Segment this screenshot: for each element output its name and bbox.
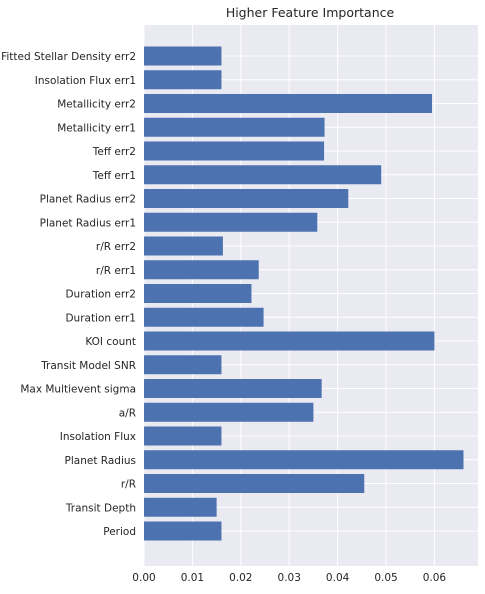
x-tick-label: 0.04	[326, 572, 350, 584]
bar	[144, 450, 464, 470]
x-tick-label: 0.05	[374, 572, 397, 584]
y-tick-label: Transit Depth	[65, 502, 136, 514]
y-tick-label: Fitted Stellar Density err2	[1, 51, 136, 63]
bar	[144, 70, 222, 90]
bar	[144, 355, 222, 375]
x-tick-label: 0.02	[229, 572, 252, 584]
y-tick-label: Period	[103, 526, 136, 538]
y-tick-label: Planet Radius	[65, 455, 136, 467]
bar	[144, 307, 264, 327]
y-tick-label: Transit Model SNR	[40, 360, 136, 372]
bar	[144, 284, 252, 303]
y-tick-label: Teff err1	[92, 170, 136, 182]
bar	[144, 94, 433, 113]
y-tick-label: Insolation Flux err1	[35, 75, 136, 87]
y-tick-label: r/R	[121, 479, 136, 491]
bars	[144, 46, 464, 541]
bar	[144, 189, 349, 208]
y-tick-label: Planet Radius err2	[40, 194, 136, 206]
y-tick-label: r/R err1	[96, 265, 136, 277]
bar	[144, 260, 259, 280]
y-tick-label: Duration err1	[65, 312, 136, 324]
y-tick-label: Planet Radius err1	[40, 217, 136, 229]
y-tick-label: Max Multievent sigma	[20, 384, 136, 396]
y-tick-label: KOI count	[85, 336, 136, 348]
x-tick-label: 0.03	[278, 572, 301, 584]
y-tick-label: Metallicity err1	[57, 122, 136, 134]
y-tick-label: Metallicity err2	[57, 99, 136, 111]
bar	[144, 46, 222, 66]
x-tick-labels: 0.00 0.01 0.02 0.03 0.04 0.05 0.06	[132, 572, 446, 584]
bar	[144, 521, 222, 541]
bar	[144, 474, 365, 493]
bar	[144, 165, 382, 185]
bar	[144, 331, 435, 351]
bar	[144, 402, 314, 422]
bar	[144, 426, 222, 446]
y-tick-label: r/R err2	[96, 241, 136, 253]
bar	[144, 117, 325, 137]
chart-title: Higher Feature Importance	[226, 5, 395, 20]
bar	[144, 141, 325, 161]
y-tick-label: Insolation Flux	[60, 431, 136, 443]
bar	[144, 212, 318, 232]
bar	[144, 379, 322, 398]
y-tick-label: Duration err2	[65, 289, 136, 301]
bar	[144, 497, 217, 517]
x-tick-label: 0.00	[132, 572, 155, 584]
x-tick-label: 0.01	[181, 572, 204, 584]
y-tick-label: a/R	[119, 407, 136, 419]
y-tick-labels: Period Transit Depth r/R Planet Radius Insol…	[1, 51, 136, 538]
y-tick-label: Teff err2	[92, 146, 136, 158]
x-tick-label: 0.06	[423, 572, 447, 584]
bar	[144, 236, 223, 256]
